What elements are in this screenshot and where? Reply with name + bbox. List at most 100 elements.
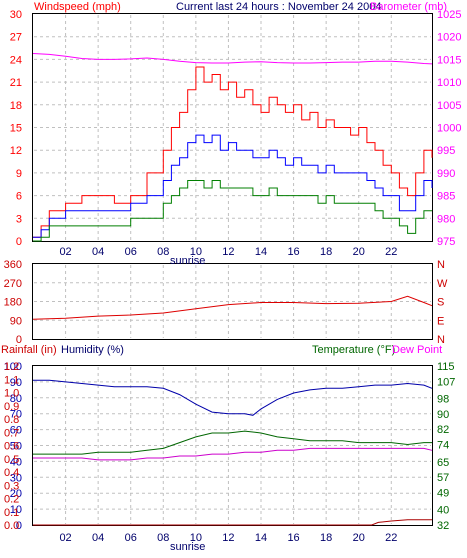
temperature-tick-label: 32 — [437, 520, 449, 532]
hour-tick-label: 16 — [287, 532, 299, 544]
hour-tick-label: 18 — [320, 532, 332, 544]
rainfall-tick-label: 0.1 — [4, 507, 19, 519]
windspeed-tick-label: 3 — [16, 213, 22, 225]
barometer-series-line — [32, 53, 433, 65]
hour-tick-label: 20 — [353, 532, 365, 544]
humidity-tick-label: 10 — [10, 504, 22, 516]
temperature-tick-label: 82 — [437, 424, 449, 436]
rainfall-tick-label: 0.5 — [4, 454, 19, 466]
temperature-tick-label: 107 — [437, 376, 455, 388]
humidity-tick-label: 20 — [10, 488, 22, 500]
hour-tick-label: 10 — [190, 532, 202, 544]
direction-tick-label: 360 — [4, 259, 22, 271]
hour-tick-label: 20 — [353, 246, 365, 258]
chart-title: Current last 24 hours : November 24 2004 — [176, 1, 381, 13]
barometer-tick-label: 1015 — [437, 54, 461, 66]
humidity-tick-label: 80 — [10, 393, 22, 405]
windspeed-tick-label: 9 — [16, 168, 22, 180]
compass-tick-label: E — [437, 315, 444, 327]
gust-series-line — [33, 66, 433, 238]
rainfall-tick-label: 0.9 — [4, 401, 19, 413]
direction-tick-label: 270 — [4, 278, 22, 290]
windspeed-tick-label: 27 — [10, 32, 22, 44]
humidity-tick-label: 100 — [4, 361, 22, 373]
hour-tick-label: 04 — [92, 246, 104, 258]
hour-tick-label: 22 — [385, 246, 397, 258]
windspeed-tick-label: 21 — [10, 77, 22, 89]
grid-lines — [34, 15, 431, 524]
hour-tick-label: 06 — [125, 246, 137, 258]
rainfall-tick-label: 0.2 — [4, 494, 19, 506]
dewpoint-series-line — [33, 447, 433, 461]
direction-tick-label: 180 — [4, 297, 22, 309]
minwind-series-line — [33, 180, 432, 242]
hour-tick-label: 14 — [255, 532, 267, 544]
temperature-tick-label: 115 — [437, 361, 455, 373]
temperature-series-line — [33, 430, 432, 455]
hour-tick-label: 12 — [222, 246, 234, 258]
avgwind-series-line — [33, 134, 433, 238]
rainfall-tick-label: 1.2 — [4, 361, 19, 373]
barometer-tick-label: 975 — [437, 236, 455, 248]
temperature-tick-label: 49 — [437, 487, 449, 499]
temperature-tick-label: 98 — [437, 394, 449, 406]
barometer-tick-label: 980 — [437, 213, 455, 225]
windspeed-tick-label: 6 — [16, 191, 22, 203]
barometer-tick-label: 1010 — [437, 77, 461, 89]
windspeed-tick-label: 15 — [10, 123, 22, 135]
barometer-tick-label: 1005 — [437, 100, 461, 112]
rainfall-tick-label: 0.3 — [4, 480, 19, 492]
direction-tick-label: 90 — [10, 315, 22, 327]
barometer-tick-label: 990 — [437, 168, 455, 180]
dewpoint-axis-label: Dew Point — [392, 344, 442, 356]
windspeed-axis-label: Windspeed (mph) — [34, 1, 121, 13]
barometer-tick-label: 1020 — [437, 32, 461, 44]
rainfall-tick-label: 0.0 — [4, 520, 19, 532]
rainfall-tick-label: 0.7 — [4, 427, 19, 439]
temperature-tick-label: 65 — [437, 457, 449, 469]
humidity-series-line — [33, 379, 433, 416]
windspeed-tick-label: 0 — [16, 236, 22, 248]
hour-tick-label: 08 — [157, 246, 169, 258]
hour-tick-label: 04 — [92, 532, 104, 544]
humidity-axis-label: Humidity (%) — [61, 344, 124, 356]
temperature-tick-label: 74 — [437, 440, 449, 452]
rainfall-tick-label: 1.0 — [4, 388, 19, 400]
rainfall-tick-label: 0.4 — [4, 467, 19, 479]
rainfall-tick-label: 0.6 — [4, 441, 19, 453]
windspeed-tick-label: 30 — [10, 9, 22, 21]
barometer-tick-label: 1025 — [437, 9, 461, 21]
compass-tick-label: N — [437, 334, 445, 346]
windspeed-tick-label: 24 — [10, 54, 22, 66]
humidity-tick-label: 90 — [10, 377, 22, 389]
data-series — [32, 53, 433, 526]
windspeed-tick-label: 12 — [10, 145, 22, 157]
windspeed-tick-label: 18 — [10, 100, 22, 112]
hour-tick-label: 02 — [59, 532, 71, 544]
temperature-tick-label: 57 — [437, 472, 449, 484]
direction-series-line — [32, 295, 433, 320]
rainfall-axis-label: Rainfall (in) — [1, 344, 57, 356]
compass-tick-label: W — [437, 278, 448, 290]
humidity-tick-label: 0 — [16, 520, 22, 532]
compass-tick-label: S — [437, 297, 444, 309]
compass-tick-label: N — [437, 259, 445, 271]
humidity-tick-label: 60 — [10, 425, 22, 437]
barometer-axis-label: Barometer (mb) — [370, 1, 447, 13]
humidity-tick-label: 50 — [10, 441, 22, 453]
hour-tick-label: 14 — [255, 246, 267, 258]
rainfall-tick-label: 1.1 — [4, 374, 19, 386]
barometer-tick-label: 995 — [437, 145, 455, 157]
humidity-tick-label: 30 — [10, 472, 22, 484]
hour-tick-label: 08 — [157, 532, 169, 544]
humidity-tick-label: 70 — [10, 409, 22, 421]
hour-tick-label: 22 — [385, 532, 397, 544]
sunrise-label: sunrise — [170, 255, 205, 267]
temperature-tick-label: 90 — [437, 409, 449, 421]
rainfall-tick-label: 0.8 — [4, 414, 19, 426]
hour-tick-label: 12 — [222, 532, 234, 544]
hour-tick-label: 06 — [125, 532, 137, 544]
hour-tick-label: 02 — [59, 246, 71, 258]
